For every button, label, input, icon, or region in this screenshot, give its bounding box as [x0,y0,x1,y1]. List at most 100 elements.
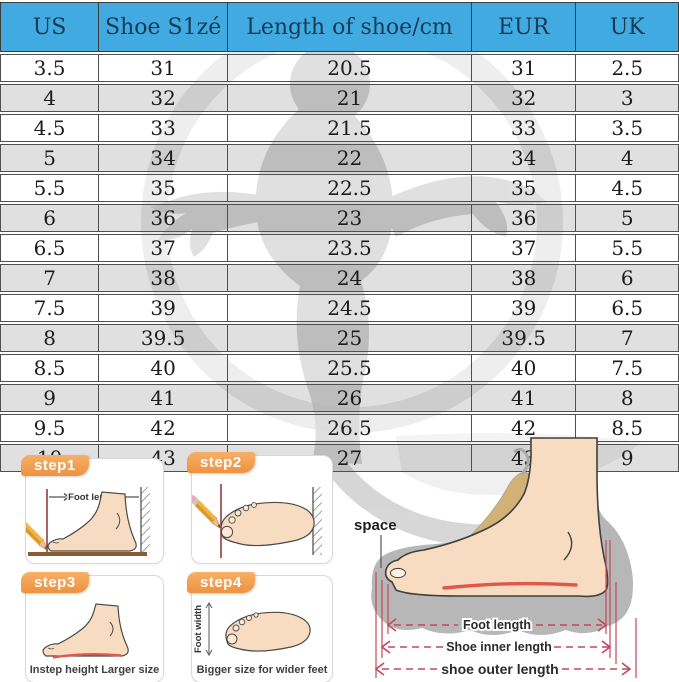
mark-toe-illustration [192,484,322,558]
cell-uk: 8 [576,384,679,412]
measure-arrowheads [374,618,632,676]
cell-size: 37 [99,234,229,262]
cell-eur: 41 [471,384,577,412]
step1-badge: step1 [21,455,89,476]
cell-length: 24 [228,264,472,292]
measure-boundaries [375,540,637,678]
space-label: space [354,517,397,534]
foot-width-annotation: Foot width [193,605,204,653]
cell-length: 23 [228,204,472,232]
ankle-line [563,531,573,561]
col-header-size: Shoe S1zé [99,2,229,52]
step4-card: step4 Foot width Bigger size for wider f… [187,572,333,682]
cell-uk: 7 [576,324,679,352]
measure-foot-length-illustration: Foot length [26,487,150,556]
cell-us: 6.5 [0,234,100,262]
col-header-uk: UK [576,2,679,52]
cell-eur: 37 [471,234,577,262]
foot-length-label: Foot length [463,618,531,632]
toenail [390,567,406,579]
cell-uk: 5.5 [576,234,679,262]
cell-us: 9 [0,384,100,412]
table-row: 3.5 31 20.5 31 2.5 [0,54,679,82]
cell-length: 23.5 [228,234,472,262]
cell-length: 25.5 [228,354,472,382]
step4-badge: step4 [187,572,255,593]
cell-size: 31 [99,54,229,82]
cell-us: 7 [0,264,100,292]
table-row: 7 38 24 38 6 [0,264,679,292]
measure-dashes [382,624,630,670]
shoe-fit-diagram: space Foot length Shoe inner length [354,437,637,679]
cell-size: 39 [99,294,229,322]
cell-eur: 36 [471,204,577,232]
cell-eur: 39 [471,294,577,322]
step3-caption: Instep height Larger size [29,664,160,676]
pencil-icon [26,516,49,552]
pencil-icon [192,494,222,530]
lace-loop [513,447,530,475]
cell-eur: 31 [471,54,577,82]
cell-eur: 40 [471,354,577,382]
cell-uk: 2.5 [576,54,679,82]
cell-eur: 39.5 [471,324,577,352]
step2-badge: step2 [187,452,255,473]
table-row: 6.5 37 23.5 37 5.5 [0,234,679,262]
table-row: 4.5 33 21.5 33 3.5 [0,114,679,142]
step1-card: step1 Foot length [21,455,164,564]
table-row: 7.5 39 24.5 39 6.5 [0,294,679,322]
cell-eur: 35 [471,174,577,202]
cell-uk: 5 [576,204,679,232]
insole-line [442,581,578,590]
cell-size: 35 [99,174,229,202]
cell-size: 34 [99,144,229,172]
cell-us: 8 [0,324,100,352]
cell-uk: 6.5 [576,294,679,322]
cell-uk: 6 [576,264,679,292]
cell-eur: 32 [471,84,577,112]
cell-uk: 3.5 [576,114,679,142]
table-row: 8.5 40 25.5 40 7.5 [0,354,679,382]
cell-us: 6 [0,204,100,232]
step4-caption: Bigger size for wider feet [196,664,328,676]
table-row: 6 36 23 36 5 [0,204,679,232]
cell-eur: 38 [471,264,577,292]
step3-card: step3 Instep height Larger size [21,572,164,682]
table-body: 3.5 31 20.5 31 2.5 4 32 21 32 3 4.5 33 2… [0,54,679,472]
table-row: 4 32 21 32 3 [0,84,679,112]
cell-length: 22 [228,144,472,172]
cell-length: 20.5 [228,54,472,82]
cell-length: 25 [228,324,472,352]
cell-us: 4 [0,84,100,112]
table-row: 9 41 26 41 8 [0,384,679,412]
step3-badge: step3 [21,572,89,593]
col-header-eur: EUR [471,2,577,52]
cell-size: 33 [99,114,229,142]
cell-us: 7.5 [0,294,100,322]
cell-us: 8.5 [0,354,100,382]
cell-size: 38 [99,264,229,292]
table-row: 5.5 35 22.5 35 4.5 [0,174,679,202]
instep-height-illustration [42,603,129,659]
cell-length: 21.5 [228,114,472,142]
cell-eur: 33 [471,114,577,142]
cell-uk: 4 [576,144,679,172]
cell-size: 39.5 [99,324,229,352]
cell-uk: 3 [576,84,679,112]
foot-width-illustration: Foot width [192,601,311,657]
cell-uk: 4.5 [576,174,679,202]
cell-size: 41 [99,384,229,412]
step2-card: step2 [187,452,333,564]
cell-us: 5.5 [0,174,100,202]
cell-size: 36 [99,204,229,232]
table-header-row: US Shoe S1zé Length of shoe/cm EUR UK [0,2,679,52]
shoe-inner-length-label: Shoe inner length [446,640,552,654]
cell-length: 26 [228,384,472,412]
cell-us: 9.5 [0,414,100,442]
col-header-length: Length of shoe/cm [228,2,472,52]
cell-eur: 34 [471,144,577,172]
shoe-outer-length-label: shoe outer length [441,661,558,677]
size-conversion-table: US Shoe S1zé Length of shoe/cm EUR UK 3.… [0,2,679,472]
table-row: 5 34 22 34 4 [0,144,679,172]
cell-us: 5 [0,144,100,172]
